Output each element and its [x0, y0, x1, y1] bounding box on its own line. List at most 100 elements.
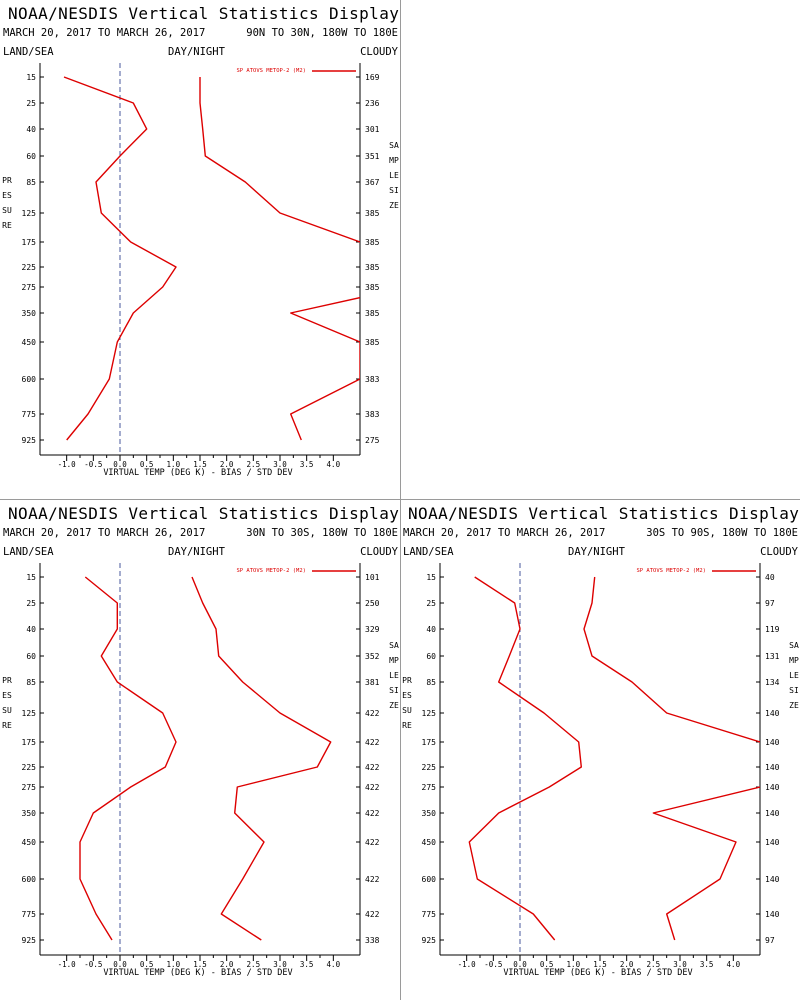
chart-panel-south: NOAA/NESDIS Vertical Statistics Display … [400, 500, 800, 1000]
sample-size-axis-label: SAMPLE SIZE [389, 641, 399, 710]
pressure-level-label: 60 [426, 652, 436, 661]
pressure-level-label: 85 [26, 178, 36, 187]
pressure-level-label: 350 [422, 809, 437, 818]
date-range: MARCH 20, 2017 TO MARCH 26, 2017 [3, 527, 206, 539]
sample-size-label: 383 [365, 375, 380, 384]
pressure-axis-label: PRESSURE [402, 676, 412, 730]
std-dev-line [191, 576, 332, 941]
sample-size-label: 301 [365, 125, 380, 134]
land-sea-label: LAND/SEA [3, 546, 54, 558]
sample-size-label: 422 [365, 783, 380, 792]
pressure-level-label: 925 [22, 936, 37, 945]
sample-size-label: 422 [365, 838, 380, 847]
x-tick-label: 3.5 [300, 460, 314, 469]
x-tick-label: 3.5 [700, 960, 714, 969]
sample-size-label: 338 [365, 936, 380, 945]
sample-size-label: 352 [365, 652, 380, 661]
pressure-level-label: 225 [422, 763, 437, 772]
sample-size-label: 131 [765, 652, 780, 661]
cloudy-label: CLOUDY [360, 46, 398, 58]
legend-label: SP ATOVS METOP-2 (M2) [236, 568, 306, 574]
cloudy-label: CLOUDY [360, 546, 398, 558]
sample-size-label: 140 [765, 875, 780, 884]
sample-size-label: 385 [365, 209, 380, 218]
sample-size-label: 119 [765, 625, 780, 634]
pressure-level-label: 225 [22, 763, 37, 772]
x-tick-label: 1.5 [193, 960, 207, 969]
sample-size-label: 140 [765, 738, 780, 747]
bias-line [63, 76, 177, 441]
pressure-level-label: 225 [22, 263, 37, 272]
sample-size-label: 140 [765, 763, 780, 772]
pressure-level-label: 925 [422, 936, 437, 945]
sample-size-label: 329 [365, 625, 380, 634]
pressure-level-label: 775 [22, 410, 37, 419]
legend-label: SP ATOVS METOP-2 (M2) [636, 568, 706, 574]
pressure-level-label: 775 [422, 910, 437, 919]
pressure-level-label: 350 [22, 309, 37, 318]
x-tick-label: -1.0 [58, 960, 77, 969]
x-tick-label: 3.0 [273, 460, 287, 469]
x-tick-label: -0.5 [84, 960, 102, 969]
chart-panel-tropics: NOAA/NESDIS Vertical Statistics Display … [0, 500, 400, 1000]
x-tick-label: 4.0 [327, 960, 341, 969]
std-dev-line [199, 77, 360, 441]
x-axis-label: VIRTUAL TEMP (DEG K) - BIAS / STD DEV [503, 968, 692, 978]
x-tick-label: 1.0 [567, 960, 581, 969]
x-tick-label: 2.0 [620, 960, 634, 969]
region-label: 90N TO 30N, 180W TO 180E [246, 27, 398, 39]
x-tick-label: -0.5 [84, 460, 102, 469]
sample-size-label: 169 [365, 73, 380, 82]
x-tick-label: -1.0 [58, 460, 77, 469]
sample-size-label: 422 [365, 763, 380, 772]
sample-size-label: 97 [765, 936, 775, 945]
pressure-level-label: 275 [22, 283, 37, 292]
sample-size-label: 140 [765, 809, 780, 818]
day-night-label: DAY/NIGHT [168, 46, 225, 58]
pressure-level-label: 40 [426, 625, 436, 634]
pressure-level-label: 40 [26, 625, 36, 634]
std-dev-line [583, 576, 760, 941]
pressure-axis-label: PRESSURE [2, 676, 12, 730]
pressure-level-label: 15 [26, 73, 36, 82]
x-tick-label: 0.0 [513, 960, 527, 969]
pressure-level-label: 350 [22, 809, 37, 818]
x-axis-label: VIRTUAL TEMP (DEG K) - BIAS / STD DEV [103, 468, 292, 478]
x-tick-label: 2.5 [647, 960, 661, 969]
sample-size-axis-label: SAMPLE SIZE [789, 641, 799, 710]
date-range: MARCH 20, 2017 TO MARCH 26, 2017 [3, 27, 206, 39]
pressure-level-label: 450 [22, 838, 37, 847]
sample-size-label: 250 [365, 599, 380, 608]
pressure-level-label: 40 [26, 125, 36, 134]
x-tick-label: 3.0 [273, 960, 287, 969]
pressure-level-label: 60 [26, 152, 36, 161]
sample-size-label: 422 [365, 709, 380, 718]
sample-size-label: 422 [365, 910, 380, 919]
x-tick-label: 4.0 [327, 460, 341, 469]
x-tick-label: -0.5 [484, 960, 502, 969]
day-night-label: DAY/NIGHT [168, 546, 225, 558]
panel-divider-vertical [400, 0, 401, 1000]
x-tick-label: 2.5 [247, 460, 261, 469]
pressure-level-label: 15 [26, 573, 36, 582]
chart-title: NOAA/NESDIS Vertical Statistics Display [408, 504, 800, 523]
sample-size-label: 351 [365, 152, 380, 161]
x-tick-label: 2.0 [220, 460, 234, 469]
pressure-level-label: 15 [426, 573, 436, 582]
land-sea-label: LAND/SEA [403, 546, 454, 558]
x-tick-label: 0.5 [140, 960, 154, 969]
legend-label: SP ATOVS METOP-2 (M2) [236, 68, 306, 74]
x-tick-label: 0.5 [540, 960, 554, 969]
chart-plot: 15 101 25 250 40 329 60 352 85 381 125 422 175 422 225… [22, 563, 380, 978]
pressure-level-label: 85 [26, 678, 36, 687]
chart-title: NOAA/NESDIS Vertical Statistics Display [8, 4, 400, 23]
sample-size-label: 422 [365, 875, 380, 884]
pressure-level-label: 600 [22, 375, 37, 384]
pressure-level-label: 450 [422, 838, 437, 847]
pressure-level-label: 25 [26, 99, 36, 108]
sample-size-label: 385 [365, 309, 380, 318]
pressure-level-label: 125 [422, 709, 437, 718]
pressure-level-label: 450 [22, 338, 37, 347]
chart-title: NOAA/NESDIS Vertical Statistics Display [8, 504, 400, 523]
sample-size-label: 97 [765, 599, 775, 608]
